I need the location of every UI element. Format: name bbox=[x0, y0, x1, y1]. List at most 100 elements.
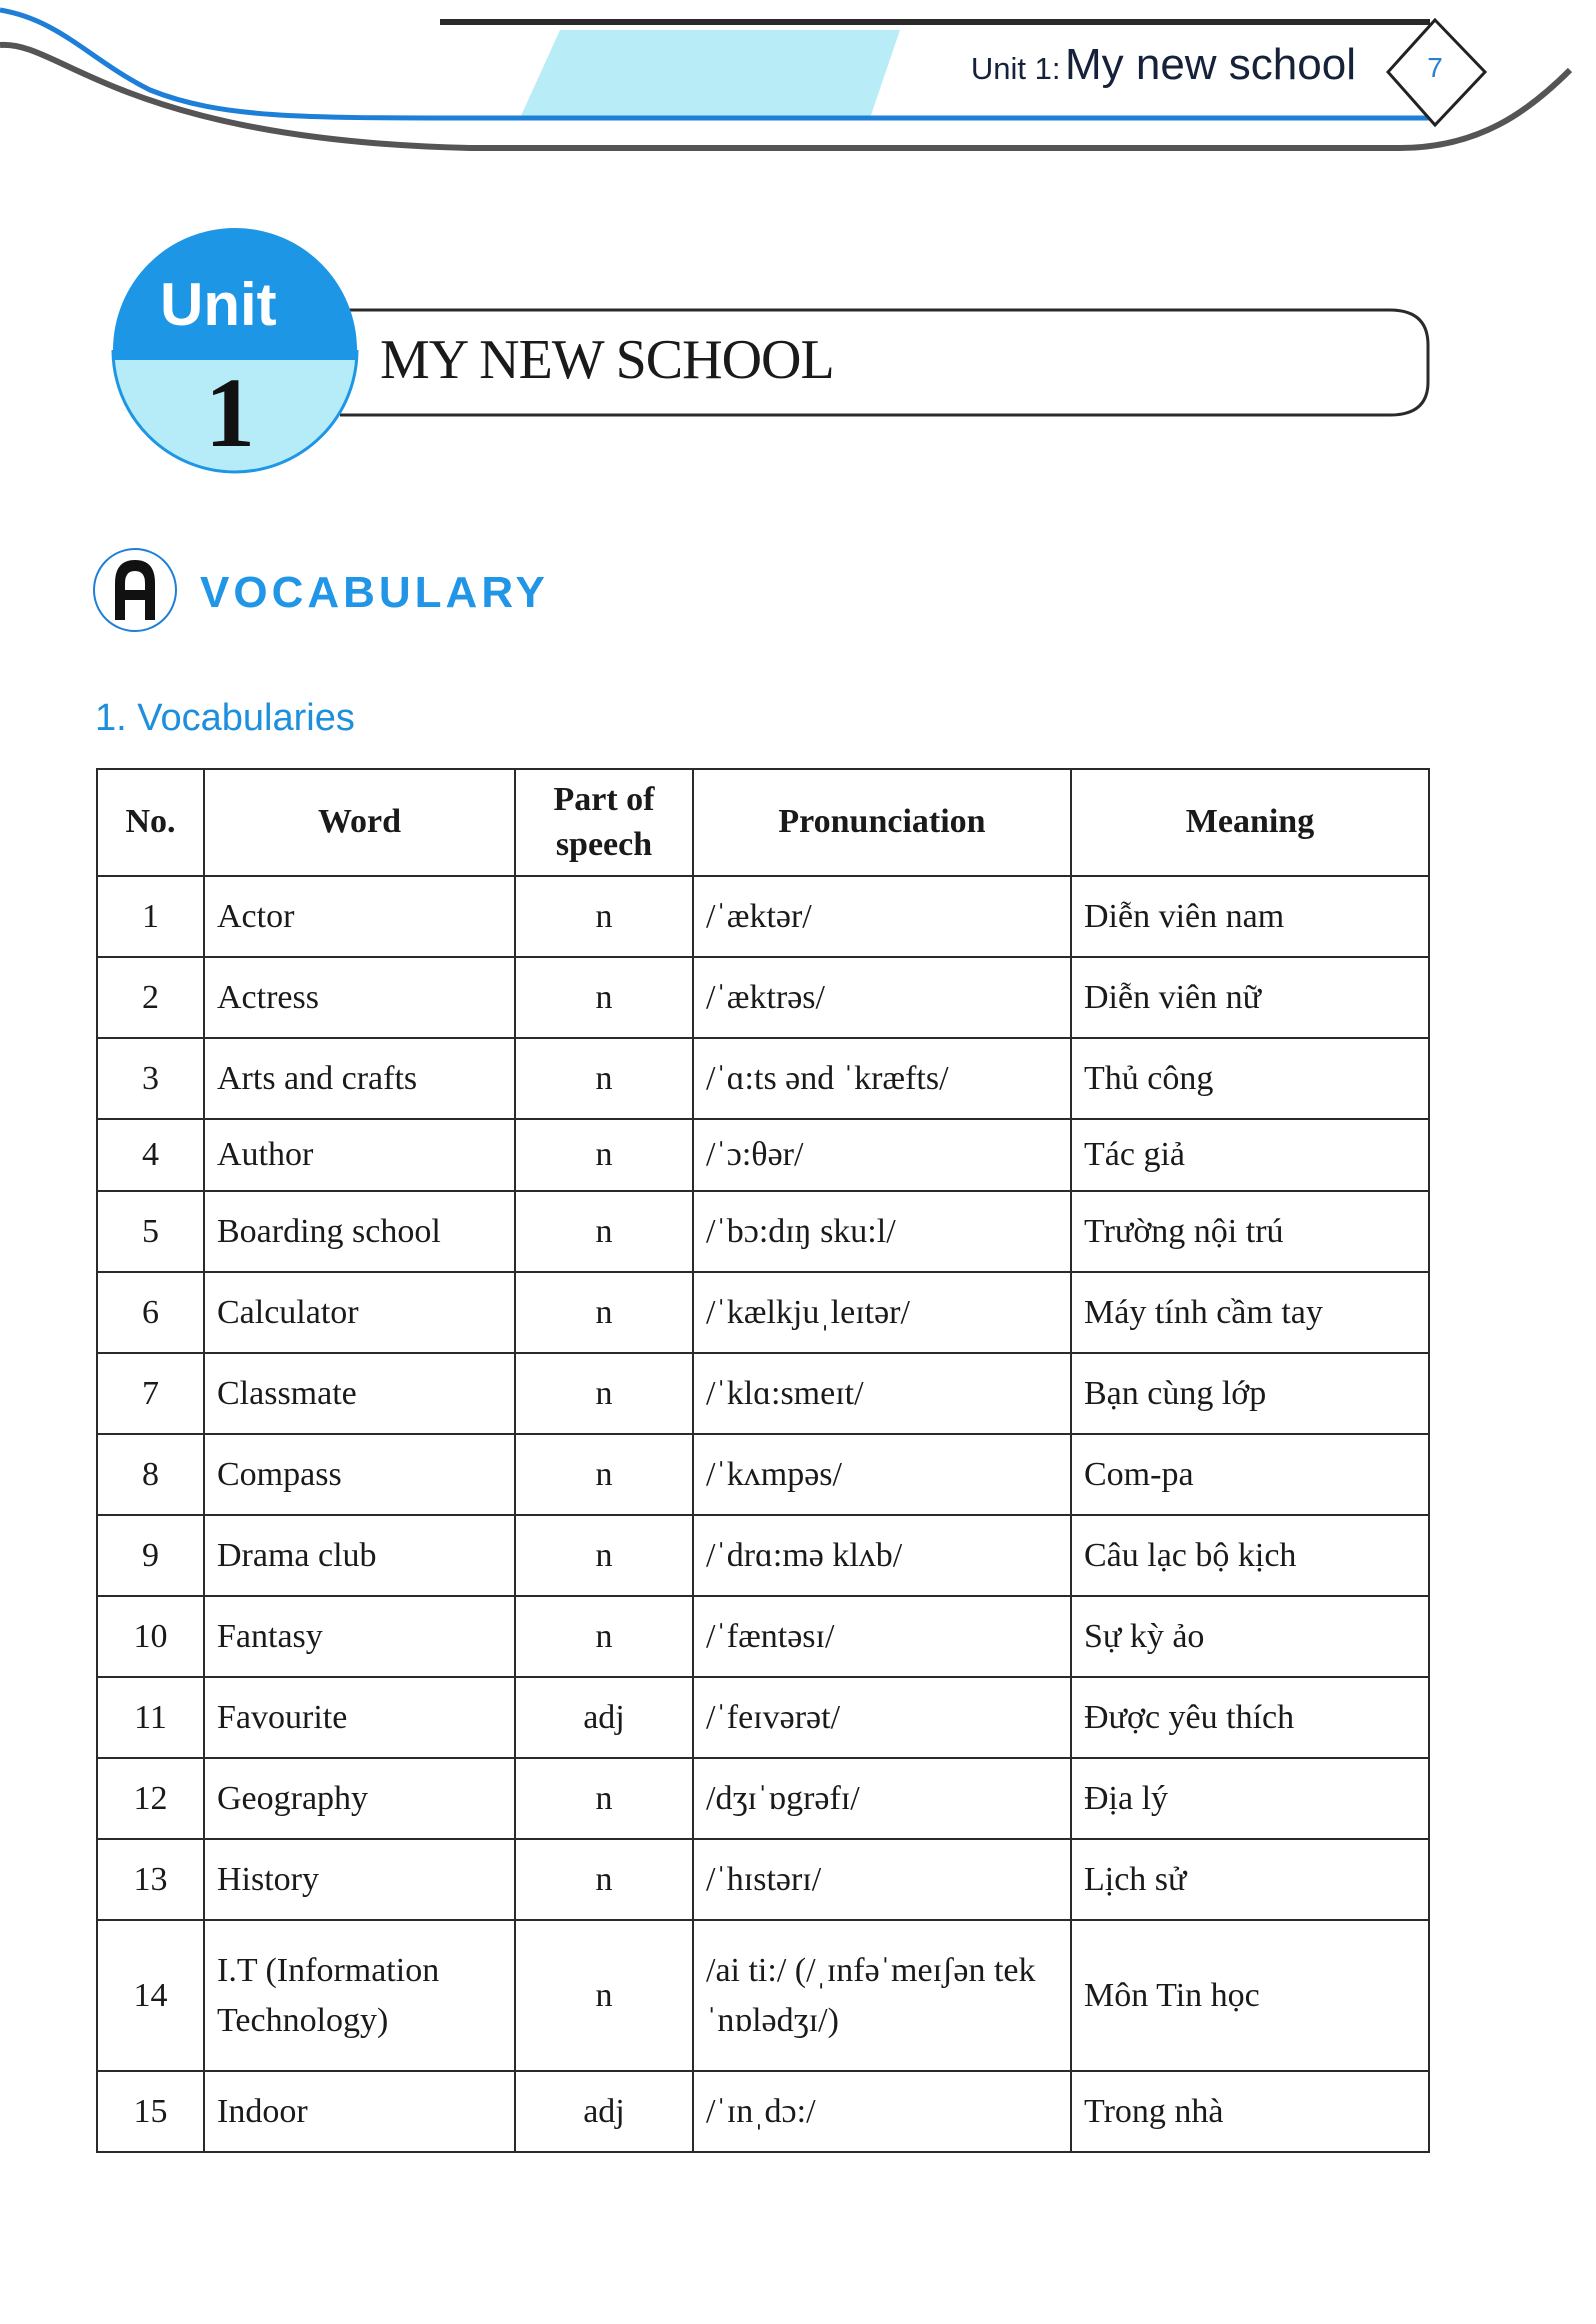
header-decoration bbox=[0, 7, 1573, 151]
cell-word: Classmate bbox=[203, 1352, 516, 1435]
header-meaning: Meaning bbox=[1070, 768, 1430, 877]
running-title-prefix: Unit 1: bbox=[970, 51, 1061, 86]
cell-pronunciation: /dʒɪˈɒgrəfɪ/ bbox=[692, 1757, 1072, 1840]
cell-no: 10 bbox=[96, 1595, 205, 1678]
cell-no: 9 bbox=[96, 1514, 205, 1597]
unit-title-box bbox=[340, 308, 1430, 417]
header-curve bbox=[0, 41, 1573, 151]
table-row: 9 Drama club n/ˈdrɑ:mə klʌb/Câu lạc bộ kịc… bbox=[96, 1514, 1430, 1597]
cell-no: 15 bbox=[96, 2070, 205, 2153]
table-row: 13 History n/ˈhɪstərɪ/Lịch sử bbox=[96, 1838, 1430, 1921]
cell-word: Author bbox=[203, 1118, 516, 1192]
cell-no: 5 bbox=[96, 1190, 205, 1273]
cell-no: 7 bbox=[96, 1352, 205, 1435]
cell-no: 2 bbox=[96, 956, 205, 1039]
cell-meaning: Com-pa bbox=[1070, 1433, 1430, 1516]
cell-meaning: Trường nội trú bbox=[1070, 1190, 1430, 1273]
cell-word: Actress bbox=[203, 956, 516, 1039]
cell-word: Boarding school bbox=[203, 1190, 516, 1273]
header-highlight-band bbox=[520, 30, 900, 118]
table-body: 1 Actor n/ˈæktər/Diễn viên nam 2 Actress n/ˈæ… bbox=[96, 875, 1430, 2153]
cell-pronunciation: /ˈdrɑ:mə klʌb/ bbox=[692, 1514, 1072, 1597]
cell-part-of-speech: n bbox=[514, 1037, 694, 1120]
table-row: 3 Arts and crafts n/ˈɑ:ts ənd ˈkræfts/Thủ … bbox=[96, 1037, 1430, 1120]
cell-word: Calculator bbox=[203, 1271, 516, 1354]
cell-meaning: Câu lạc bộ kịch bbox=[1070, 1514, 1430, 1597]
cell-word: History bbox=[203, 1838, 516, 1921]
section-title: VOCABULARY bbox=[200, 568, 549, 617]
vocabulary-table: No. Word Part of speech Pronunciation Me… bbox=[96, 768, 1430, 2153]
subsection-title: 1. Vocabularies bbox=[95, 697, 355, 739]
cell-no: 11 bbox=[96, 1676, 205, 1759]
cell-part-of-speech: n bbox=[514, 1838, 694, 1921]
cell-part-of-speech: n bbox=[514, 1514, 694, 1597]
table-row: 7 Classmate n/ˈklɑ:smeɪt/Bạn cùng lớp bbox=[96, 1352, 1430, 1435]
cell-meaning: Thủ công bbox=[1070, 1037, 1430, 1120]
header-part-of-speech: Part of speech bbox=[514, 768, 694, 877]
unit-number: 1 bbox=[205, 357, 255, 468]
cell-word: Indoor bbox=[203, 2070, 516, 2153]
cell-part-of-speech: n bbox=[514, 1757, 694, 1840]
cell-pronunciation: /ˈkʌmpəs/ bbox=[692, 1433, 1072, 1516]
cell-pronunciation: /ai ti:/ (/ˌɪnfəˈmeɪʃən tekˈnɒlədʒɪ/) bbox=[692, 1919, 1072, 2072]
header-no: No. bbox=[96, 768, 205, 877]
unit-badge bbox=[111, 228, 359, 474]
cell-pronunciation: /ˈkælkjuˌleɪtər/ bbox=[692, 1271, 1072, 1354]
cell-no: 6 bbox=[96, 1271, 205, 1354]
cell-part-of-speech: n bbox=[514, 1433, 694, 1516]
page-number-diamond bbox=[1385, 17, 1488, 128]
table-row: 14 I.T (Information Technology) n/ai ti:/ … bbox=[96, 1919, 1430, 2072]
cell-word: Geography bbox=[203, 1757, 516, 1840]
table-row: 6 Calculator n/ˈkælkjuˌleɪtər/Máy tính cầm… bbox=[96, 1271, 1430, 1354]
cell-word: I.T (Information Technology) bbox=[203, 1919, 516, 2072]
cell-part-of-speech: n bbox=[514, 875, 694, 958]
cell-part-of-speech: n bbox=[514, 1271, 694, 1354]
cell-word: Favourite bbox=[203, 1676, 516, 1759]
unit-title: MY NEW SCHOOL bbox=[380, 329, 835, 391]
header-word: Word bbox=[203, 768, 516, 877]
cell-word: Compass bbox=[203, 1433, 516, 1516]
cell-no: 12 bbox=[96, 1757, 205, 1840]
cell-meaning: Được yêu thích bbox=[1070, 1676, 1430, 1759]
cell-pronunciation: /ˈklɑ:smeɪt/ bbox=[692, 1352, 1072, 1435]
cell-part-of-speech: n bbox=[514, 1919, 694, 2072]
table-row: 2 Actress n/ˈæktrəs/Diễn viên nữ bbox=[96, 956, 1430, 1039]
cell-part-of-speech: n bbox=[514, 956, 694, 1039]
running-title: Unit 1: My new school bbox=[971, 40, 1356, 90]
cell-meaning: Tác giả bbox=[1070, 1118, 1430, 1192]
cell-no: 1 bbox=[96, 875, 205, 958]
cell-part-of-speech: n bbox=[514, 1118, 694, 1192]
cell-no: 14 bbox=[96, 1919, 205, 2072]
cell-no: 8 bbox=[96, 1433, 205, 1516]
cell-part-of-speech: n bbox=[514, 1190, 694, 1273]
table-row: 1 Actor n/ˈæktər/Diễn viên nam bbox=[96, 875, 1430, 958]
table-row: 4 Author n/ˈɔ:θər/Tác giả bbox=[96, 1118, 1430, 1192]
running-title-main: My new school bbox=[1064, 40, 1356, 89]
cell-word: Drama club bbox=[203, 1514, 516, 1597]
cell-pronunciation: /ˈbɔ:dɪŋ sku:l/ bbox=[692, 1190, 1072, 1273]
cell-word: Fantasy bbox=[203, 1595, 516, 1678]
table-row: 8 Compass n/ˈkʌmpəs/Com-pa bbox=[96, 1433, 1430, 1516]
cell-pronunciation: /ˈɪnˌdɔ:/ bbox=[692, 2070, 1072, 2153]
cell-pronunciation: /ˈɑ:ts ənd ˈkræfts/ bbox=[692, 1037, 1072, 1120]
cell-pronunciation: /ˈhɪstərɪ/ bbox=[692, 1838, 1072, 1921]
cell-meaning: Diễn viên nam bbox=[1070, 875, 1430, 958]
cell-no: 3 bbox=[96, 1037, 205, 1120]
header-blue-line bbox=[0, 7, 1430, 121]
cell-part-of-speech: adj bbox=[514, 1676, 694, 1759]
table-row: 5 Boarding school n/ˈbɔ:dɪŋ sku:l/Trường n… bbox=[96, 1190, 1430, 1273]
cell-meaning: Lịch sử bbox=[1070, 1838, 1430, 1921]
cell-pronunciation: /ˈfeɪvərət/ bbox=[692, 1676, 1072, 1759]
cell-pronunciation: /ˈɔ:θər/ bbox=[692, 1118, 1072, 1192]
page-number: 7 bbox=[1427, 52, 1443, 83]
cell-pronunciation: /ˈæktər/ bbox=[692, 875, 1072, 958]
cell-no: 13 bbox=[96, 1838, 205, 1921]
cell-pronunciation: /ˈfæntəsɪ/ bbox=[692, 1595, 1072, 1678]
cell-meaning: Môn Tin học bbox=[1070, 1919, 1430, 2072]
table-header-row: No. Word Part of speech Pronunciation Me… bbox=[96, 768, 1430, 877]
cell-part-of-speech: adj bbox=[514, 2070, 694, 2153]
cell-meaning: Trong nhà bbox=[1070, 2070, 1430, 2153]
cell-meaning: Sự kỳ ảo bbox=[1070, 1595, 1430, 1678]
cell-word: Actor bbox=[203, 875, 516, 958]
table-row: 11 Favourite adj/ˈfeɪvərət/Được yêu thích bbox=[96, 1676, 1430, 1759]
